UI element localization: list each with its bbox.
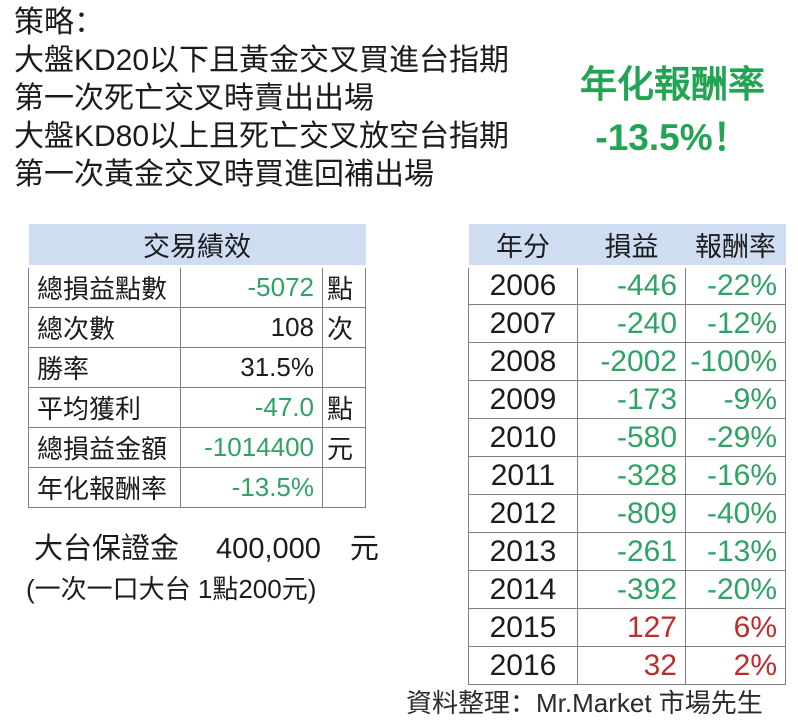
return-cell: -12% bbox=[685, 304, 786, 343]
return-cell: -100% bbox=[685, 342, 786, 381]
performance-table-header-row: 交易績效 bbox=[28, 224, 366, 268]
performance-table: 交易績效 總損益點數 -5072 點 總次數 108 次 勝率 31.5% 平均… bbox=[28, 224, 366, 508]
year-row: 2006 -446 -22% bbox=[468, 266, 786, 305]
pnl-cell: -328 bbox=[577, 456, 686, 495]
year-cell: 2016 bbox=[468, 646, 578, 685]
return-cell: -9% bbox=[685, 380, 786, 419]
pnl-cell: -580 bbox=[577, 418, 686, 457]
year-row: 2013 -261 -13% bbox=[468, 532, 786, 571]
return-cell: -22% bbox=[685, 266, 786, 305]
year-cell: 2007 bbox=[468, 304, 578, 343]
year-cell: 2010 bbox=[468, 418, 578, 457]
strategy-block: 策略： 大盤KD20以下且黃金交叉買進台指期 第一次死亡交叉時賣出出場 大盤KD… bbox=[14, 4, 509, 194]
metric-unit bbox=[322, 467, 366, 508]
year-cell: 2009 bbox=[468, 380, 578, 419]
table-row: 勝率 31.5% bbox=[28, 347, 366, 388]
year-cell: 2014 bbox=[468, 570, 578, 609]
table-row: 總次數 108 次 bbox=[28, 307, 366, 348]
pnl-cell: 127 bbox=[577, 608, 686, 647]
year-row: 2008 -2002 -100% bbox=[468, 342, 786, 381]
headline-label: 年化報酬率 bbox=[580, 64, 765, 105]
pnl-cell: -809 bbox=[577, 494, 686, 533]
headline-value: -13.5%！ bbox=[595, 117, 750, 158]
pnl-header: 損益 bbox=[577, 224, 686, 268]
year-row: 2010 -580 -29% bbox=[468, 418, 786, 457]
return-cell: 6% bbox=[685, 608, 786, 647]
yearly-table-header-row: 年分 損益 報酬率 bbox=[468, 224, 786, 268]
strategy-line-1: 大盤KD20以下且黃金交叉買進台指期 bbox=[14, 44, 510, 77]
pnl-cell: -240 bbox=[577, 304, 686, 343]
year-row: 2007 -240 -12% bbox=[468, 304, 786, 343]
margin-note: (一次一口大台 1點200元) bbox=[26, 574, 317, 604]
metric-label: 勝率 bbox=[28, 347, 181, 388]
metric-unit: 點 bbox=[322, 387, 366, 428]
yearly-table: 年分 損益 報酬率 2006 -446 -22% 2007 -240 -12% … bbox=[468, 224, 786, 685]
pnl-cell: -173 bbox=[577, 380, 686, 419]
year-cell: 2008 bbox=[468, 342, 578, 381]
return-cell: -20% bbox=[685, 570, 786, 609]
pnl-cell: -446 bbox=[577, 266, 686, 305]
table-row: 年化報酬率 -13.5% bbox=[28, 467, 366, 508]
metric-unit: 元 bbox=[322, 427, 366, 468]
year-row: 2009 -173 -9% bbox=[468, 380, 786, 419]
margin-info-block: 大台保證金 400,000 元 (一次一口大台 1點200元) bbox=[26, 528, 379, 608]
return-cell: -13% bbox=[685, 532, 786, 571]
metric-value: -1014400 bbox=[180, 427, 323, 468]
metric-value: -47.0 bbox=[180, 387, 323, 428]
metric-label: 總損益金額 bbox=[28, 427, 181, 468]
metric-label: 年化報酬率 bbox=[28, 467, 181, 508]
return-cell: -16% bbox=[685, 456, 786, 495]
year-header: 年分 bbox=[468, 224, 578, 268]
margin-amount: 大台保證金 400,000 元 bbox=[34, 533, 379, 565]
return-header: 報酬率 bbox=[685, 224, 786, 268]
metric-value: -13.5% bbox=[180, 467, 323, 508]
metric-label: 總損益點數 bbox=[28, 266, 181, 308]
strategy-line-3: 大盤KD80以上且死亡交叉放空台指期 bbox=[14, 120, 510, 153]
table-row: 總損益點數 -5072 點 bbox=[28, 266, 366, 308]
year-row: 2016 32 2% bbox=[468, 646, 786, 685]
metric-value: -5072 bbox=[180, 266, 323, 308]
metric-label: 總次數 bbox=[28, 307, 181, 348]
source-caption: 資料整理：Mr.Market 市場先生 bbox=[406, 688, 763, 718]
metric-value: 108 bbox=[180, 307, 323, 348]
strategy-line-2: 第一次死亡交叉時賣出出場 bbox=[14, 82, 374, 115]
year-row: 2015 127 6% bbox=[468, 608, 786, 647]
year-cell: 2013 bbox=[468, 532, 578, 571]
metric-unit: 次 bbox=[322, 307, 366, 348]
strategy-title: 策略： bbox=[14, 6, 104, 39]
year-cell: 2015 bbox=[468, 608, 578, 647]
year-row: 2012 -809 -40% bbox=[468, 494, 786, 533]
year-row: 2011 -328 -16% bbox=[468, 456, 786, 495]
pnl-cell: -2002 bbox=[577, 342, 686, 381]
table-row: 總損益金額 -1014400 元 bbox=[28, 427, 366, 468]
annualized-return-headline: 年化報酬率 -13.5%！ bbox=[545, 58, 798, 164]
performance-table-title: 交易績效 bbox=[28, 224, 366, 268]
metric-label: 平均獲利 bbox=[28, 387, 181, 428]
pnl-cell: 32 bbox=[577, 646, 686, 685]
year-cell: 2006 bbox=[468, 266, 578, 305]
table-row: 平均獲利 -47.0 點 bbox=[28, 387, 366, 428]
metric-value: 31.5% bbox=[180, 347, 323, 388]
pnl-cell: -392 bbox=[577, 570, 686, 609]
year-cell: 2012 bbox=[468, 494, 578, 533]
pnl-cell: -261 bbox=[577, 532, 686, 571]
strategy-line-4: 第一次黃金交叉時買進回補出場 bbox=[14, 158, 434, 191]
metric-unit bbox=[322, 347, 366, 388]
year-row: 2014 -392 -20% bbox=[468, 570, 786, 609]
return-cell: -40% bbox=[685, 494, 786, 533]
return-cell: -29% bbox=[685, 418, 786, 457]
return-cell: 2% bbox=[685, 646, 786, 685]
metric-unit: 點 bbox=[322, 266, 366, 308]
year-cell: 2011 bbox=[468, 456, 578, 495]
